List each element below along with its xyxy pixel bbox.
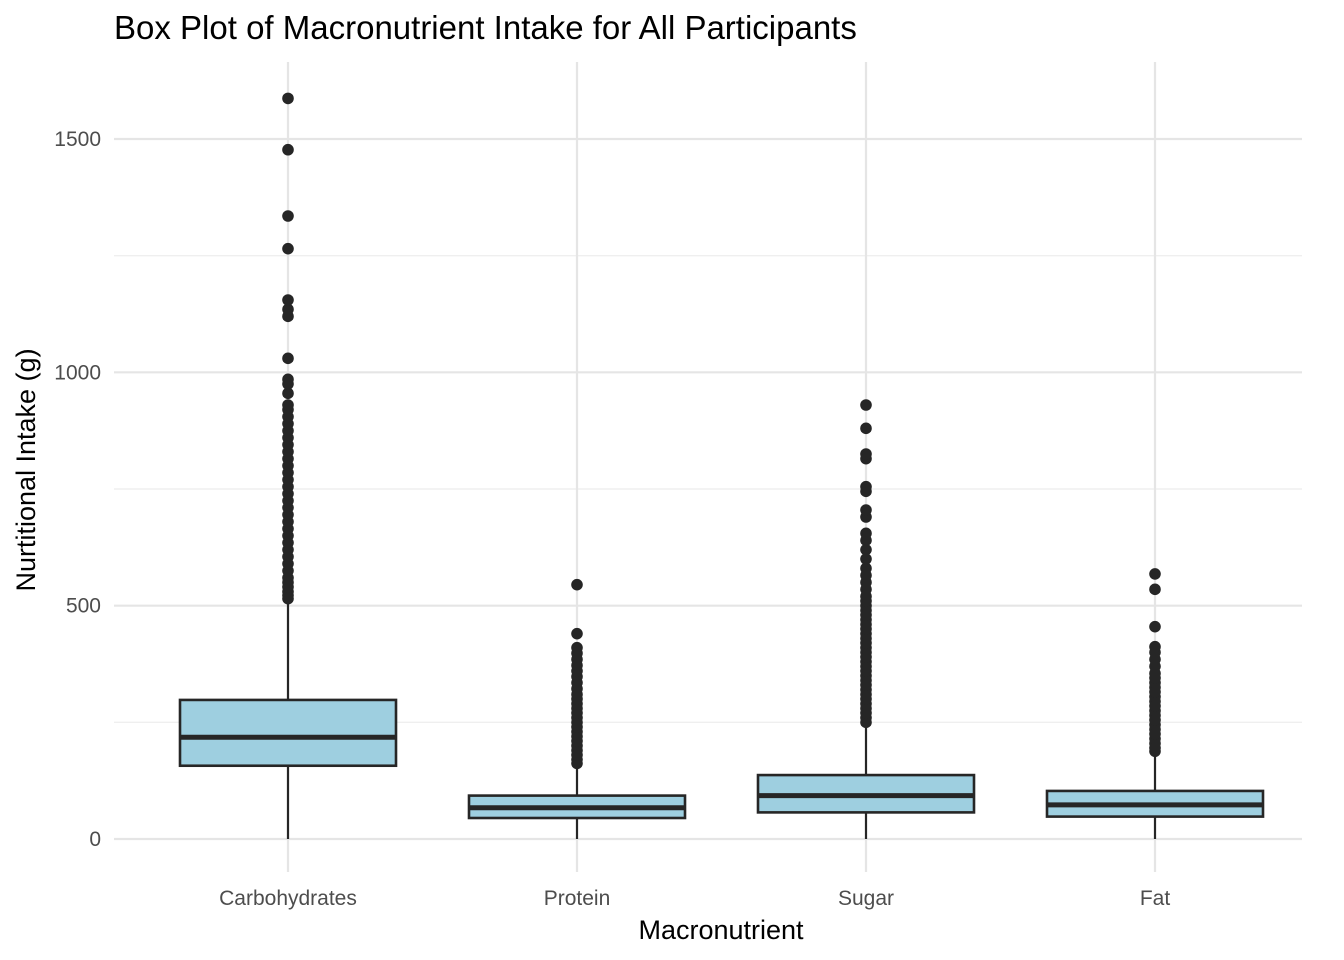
outlier-point [282,92,294,105]
x-tick-label: Fat [1140,887,1171,910]
outlier-point [860,480,872,493]
iqr-box [178,698,398,768]
outlier-point [860,448,872,460]
outlier-point [1149,620,1161,633]
box-series [178,92,1265,839]
outlier-point [282,210,294,222]
outlier-point [860,562,872,575]
outlier-point [282,303,294,316]
outlier-point [282,399,294,411]
chart-title: Box Plot of Macronutrient Intake for All… [114,9,857,46]
outlier-point [282,373,294,386]
outlier-point [860,543,872,556]
y-axis-ticks: 0 500 1000 1500 [54,128,101,851]
x-tick-label: Protein [544,887,611,910]
outlier-point [1149,583,1161,596]
y-tick-label: 0 [89,828,101,851]
outlier-point [860,422,872,435]
x-axis-ticks: Carbohydrates Protein Sugar Fat [219,887,1170,910]
outlier-point [571,641,583,654]
y-tick-label: 1500 [54,128,101,151]
x-tick-label: Carbohydrates [219,887,357,910]
box-protein [467,578,687,839]
outlier-point [1149,640,1161,653]
y-tick-label: 500 [66,595,101,618]
outlier-point [571,578,583,591]
outlier-point [860,527,872,540]
outlier-point [282,294,294,306]
outlier-point [282,387,294,400]
outlier-point [860,399,872,411]
y-axis-title: Nurtitional Intake (g) [11,348,41,591]
outlier-point [1149,568,1161,580]
y-tick-label: 1000 [54,361,101,384]
x-tick-label: Sugar [838,887,894,910]
x-axis-title: Macronutrient [638,915,804,945]
outlier-point [571,627,583,640]
outlier-point [282,352,294,365]
box-carbohydrates [178,92,398,839]
outlier-point [282,242,294,255]
outlier-point [860,553,872,565]
box-fat [1045,568,1265,839]
outlier-point [860,504,872,516]
box-sugar [756,399,976,839]
outlier-point [282,143,294,156]
